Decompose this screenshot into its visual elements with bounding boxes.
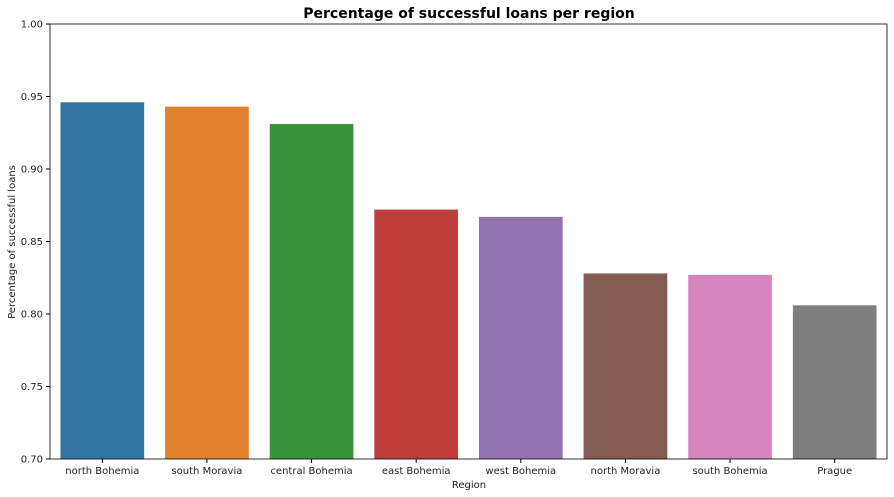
bar	[583, 273, 668, 459]
x-tick-label: west Bohemia	[485, 466, 556, 477]
y-tick-label: 0.70	[21, 455, 43, 466]
y-tick-label: 0.75	[21, 382, 43, 393]
y-tick-label: 1.00	[21, 20, 43, 31]
x-axis-label: Region	[452, 480, 486, 491]
y-tick-label: 0.95	[21, 92, 43, 103]
bar	[374, 209, 459, 459]
x-tick-label: east Bohemia	[382, 466, 451, 477]
plot-frame	[49, 23, 888, 460]
bar	[269, 124, 354, 460]
y-axis-label: Percentage of successful loans	[7, 165, 18, 319]
bar	[478, 216, 563, 459]
y-tick-label: 0.80	[21, 310, 43, 321]
bar	[165, 106, 249, 460]
bar	[688, 274, 772, 459]
x-tick-label: north Bohemia	[65, 466, 139, 477]
x-tick-label: south Moravia	[171, 466, 242, 477]
bar	[60, 102, 145, 460]
y-tick-label: 0.85	[21, 237, 43, 248]
x-tick-label: central Bohemia	[270, 466, 352, 477]
x-tick-label: north Moravia	[591, 466, 661, 477]
chart-title: Percentage of successful loans per regio…	[303, 6, 634, 22]
bar	[792, 305, 877, 459]
y-tick-label: 0.90	[21, 165, 43, 176]
x-tick-label: south Bohemia	[692, 466, 767, 477]
x-tick-label: Prague	[817, 466, 852, 477]
